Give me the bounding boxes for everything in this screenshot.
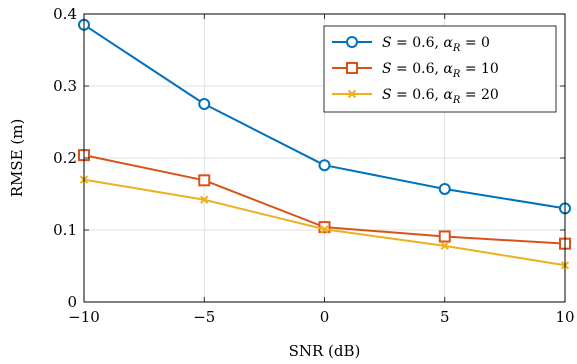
series-3-point bbox=[440, 241, 449, 251]
y-tick-label: 0 bbox=[67, 293, 77, 311]
legend-label: S = 0.6, αR = 0 bbox=[382, 35, 490, 54]
series-3-point bbox=[200, 195, 209, 204]
legend-swatch-marker bbox=[346, 62, 358, 74]
x-tick-label: 10 bbox=[555, 308, 574, 326]
x-tick-label: 0 bbox=[320, 308, 330, 326]
series-2-point bbox=[438, 230, 451, 243]
series-1-point bbox=[438, 182, 451, 195]
series-2-point bbox=[198, 174, 211, 187]
axis-ticks: −10 −5 0 5 10 0 0.1 0.2 0.3 0.4 bbox=[53, 5, 574, 326]
legend-item-1: S = 0.6, αR = 0 bbox=[332, 35, 490, 54]
legend: S = 0.6, αR = 0 S = 0.6, αR = 10 S = 0.6, … bbox=[323, 25, 557, 113]
x-tick-label: −5 bbox=[193, 308, 215, 326]
legend-item-2: S = 0.6, αR = 10 bbox=[332, 61, 499, 80]
legend-swatch-marker bbox=[347, 89, 357, 99]
x-axis-label: SNR (dB) bbox=[289, 342, 361, 360]
series-1-point bbox=[318, 159, 331, 172]
x-tick-label: 5 bbox=[440, 308, 450, 326]
legend-label: S = 0.6, αR = 10 bbox=[382, 61, 499, 80]
y-tick-label: 0.4 bbox=[53, 5, 77, 23]
y-tick-label: 0.1 bbox=[53, 221, 77, 239]
legend-label: S = 0.6, αR = 20 bbox=[382, 87, 499, 106]
series-1-point bbox=[198, 98, 211, 110]
legend-item-3: S = 0.6, αR = 20 bbox=[332, 87, 499, 106]
series-3-point bbox=[320, 225, 329, 234]
y-axis-label: RMSE (m) bbox=[8, 119, 26, 198]
legend-swatch-marker bbox=[346, 36, 358, 48]
y-tick-label: 0.3 bbox=[53, 77, 77, 95]
y-tick-label: 0.2 bbox=[53, 149, 77, 167]
x-tick-label: −10 bbox=[68, 308, 100, 326]
